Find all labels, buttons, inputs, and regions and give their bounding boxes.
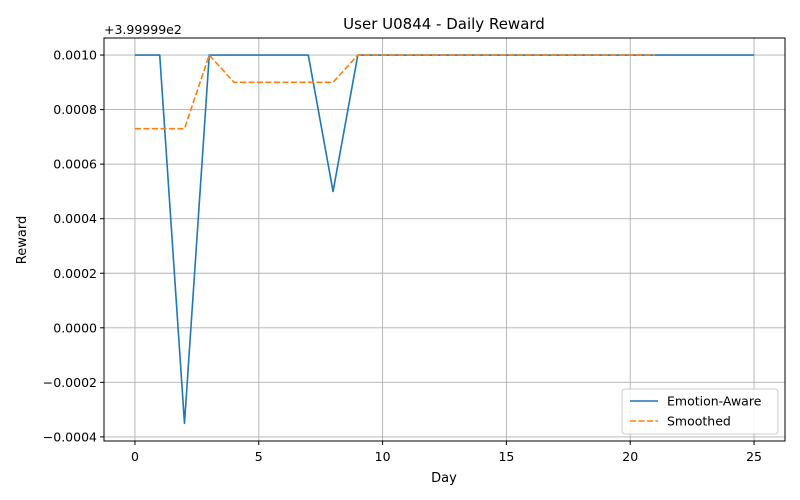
y-tick-label: 0.0008 (53, 102, 97, 117)
x-axis-label: Day (431, 471, 457, 486)
y-tick-label: 0.0000 (53, 320, 97, 335)
chart-title: User U0844 - Daily Reward (343, 15, 545, 33)
x-tick-label: 20 (622, 449, 638, 464)
legend-box (621, 388, 779, 435)
y-tick-label: 0.0010 (53, 48, 97, 63)
x-tick-label: 5 (255, 449, 263, 464)
y-offset-text: +3.99999e2 (104, 22, 182, 37)
plot-frame (103, 37, 786, 442)
y-tick-label: 0.0002 (53, 266, 97, 281)
legend-label: Emotion-Aware (667, 394, 762, 409)
x-tick-label: 0 (131, 449, 139, 464)
legend-label: Smoothed (667, 414, 731, 429)
y-tick-label: 0.0004 (53, 211, 97, 226)
x-tick-label: 15 (498, 449, 514, 464)
series-line-emotion-aware (134, 54, 755, 425)
y-tick-label: 0.0006 (53, 157, 97, 172)
x-tick-label: 25 (746, 449, 762, 464)
y-tick-label: −0.0002 (43, 375, 97, 390)
series-line-smoothed (134, 54, 655, 130)
y-tick-label: −0.0004 (43, 429, 97, 444)
series-layer (134, 54, 755, 425)
y-axis-label: Reward (15, 216, 30, 264)
axis-ticks: 0 5 10 15 20 25 −0.0004 −0.0002 0.0000 0.0002 0.00… (43, 48, 762, 464)
x-tick-label: 10 (375, 449, 391, 464)
legend: Emotion-Aware Smoothed (621, 388, 779, 435)
